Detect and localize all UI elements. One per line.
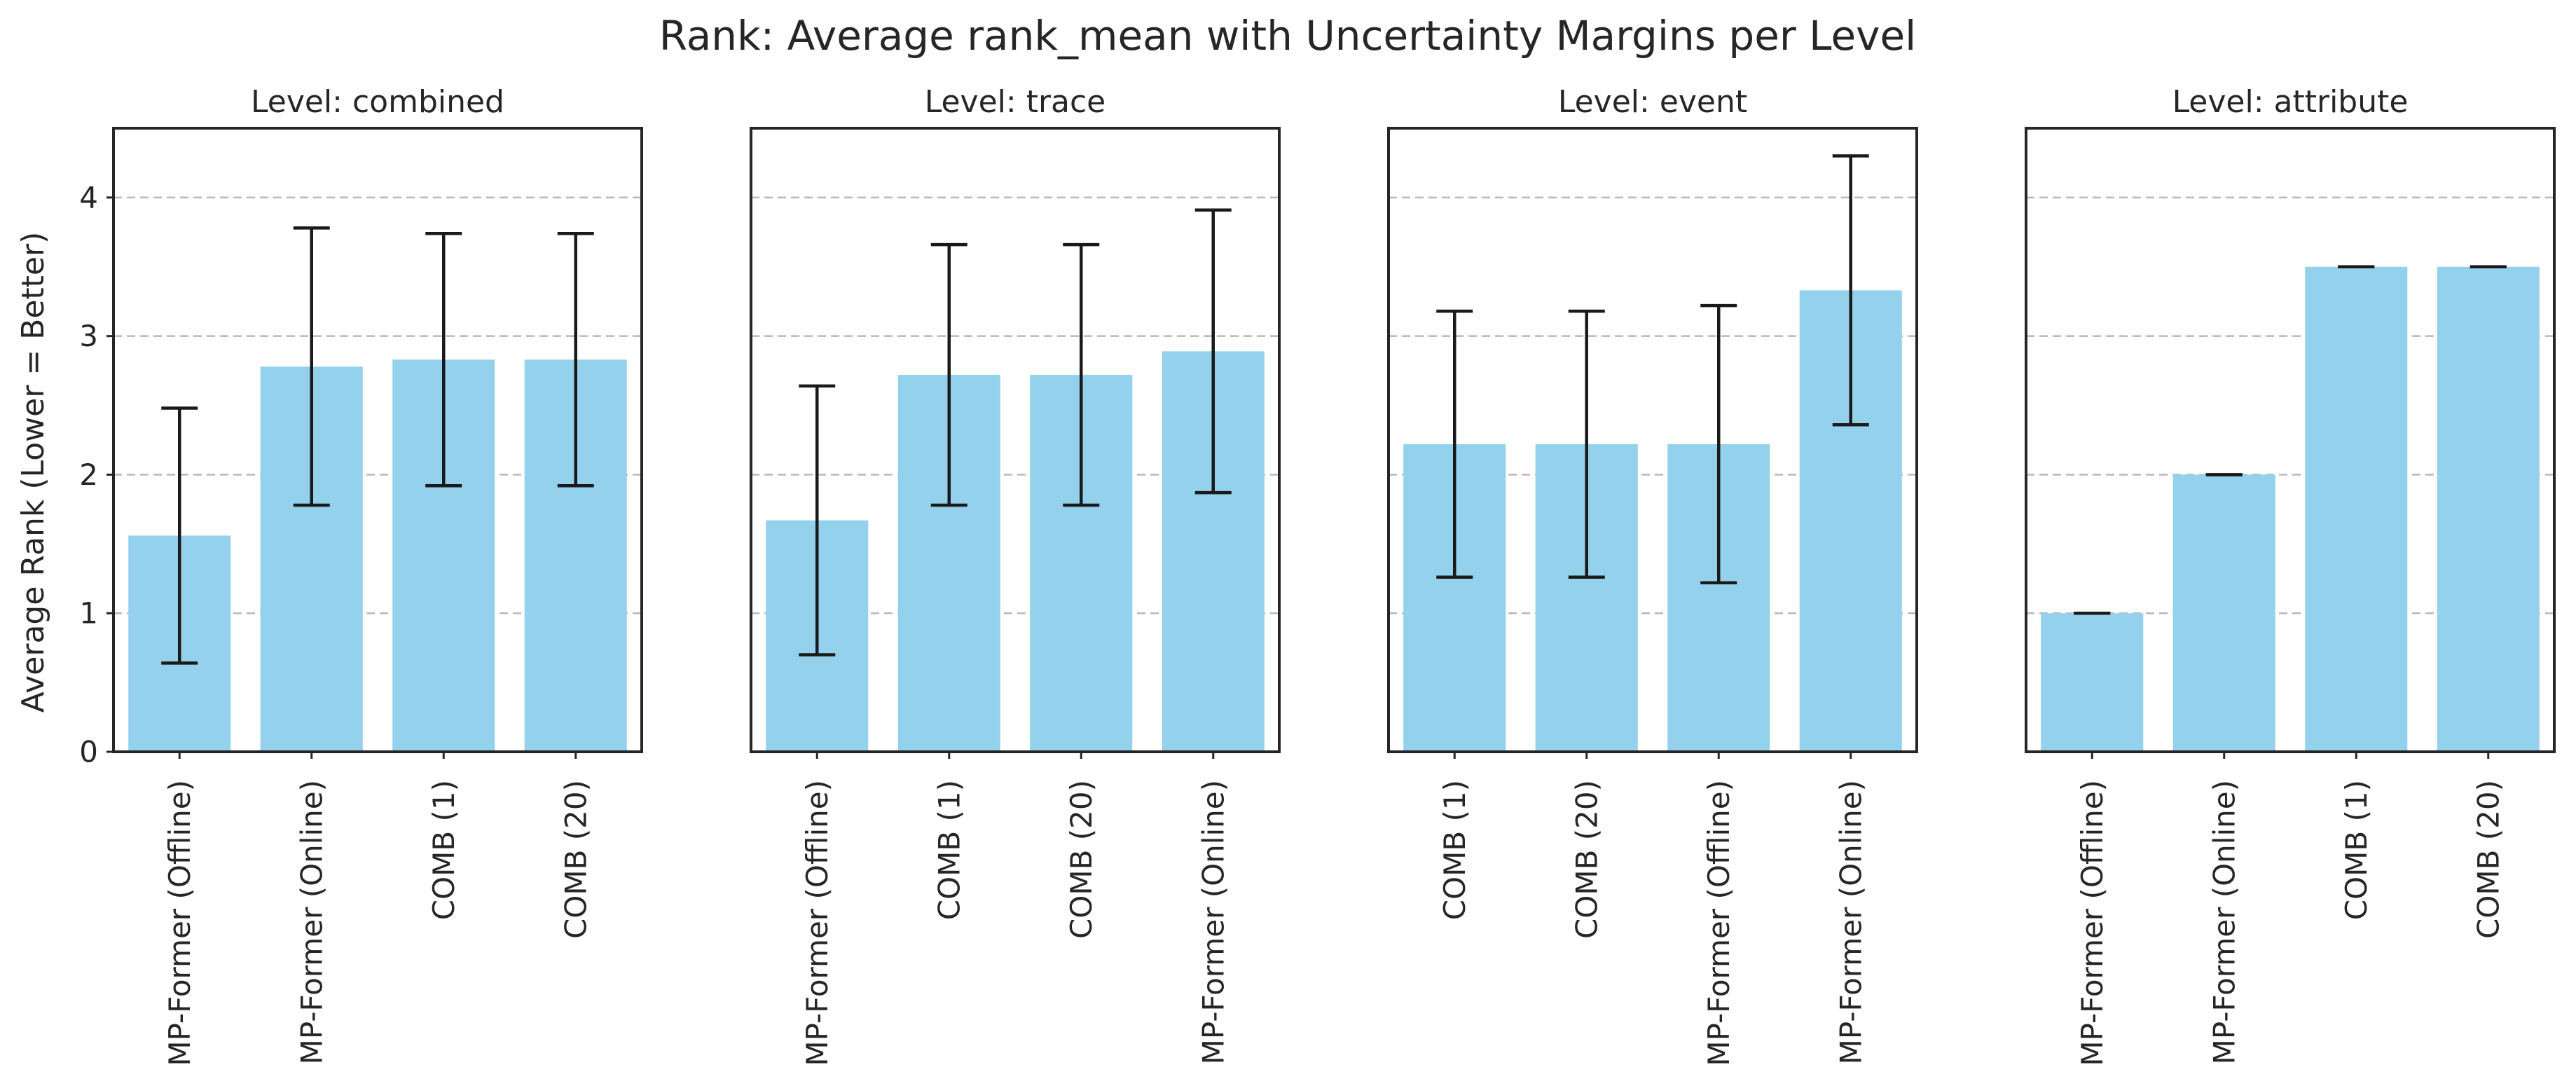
figure-title: Rank: Average rank_mean with Uncertainty… bbox=[659, 12, 1917, 60]
subplot-panel-3: Level: event COMB (1) COMB (20) MP-Former (… bbox=[1387, 84, 1918, 1066]
bar bbox=[2172, 474, 2275, 752]
subplot-title: Level: event bbox=[1558, 84, 1747, 120]
error-bar bbox=[1063, 242, 1100, 507]
x-tick-label: MP-Former (Online) bbox=[2207, 780, 2241, 1064]
y-tick-label: 2 bbox=[79, 458, 98, 492]
subplot-title: Level: trace bbox=[925, 84, 1106, 120]
bar bbox=[2041, 613, 2144, 752]
error-bar bbox=[1436, 309, 1473, 579]
subplot-panel-2: Level: trace MP-Former (Offline) COMB (1) C… bbox=[750, 84, 1281, 1066]
subplot-title: Level: attribute bbox=[2172, 84, 2409, 120]
subplot-title: Level: combined bbox=[251, 84, 504, 120]
x-tick-label: MP-Former (Online) bbox=[294, 780, 329, 1064]
x-tick-label: MP-Former (Offline) bbox=[163, 780, 197, 1066]
subplot-panels: Level: combined MP-Former (Offline) MP-For… bbox=[79, 84, 2556, 1066]
x-tick-label: MP-Former (Offline) bbox=[2075, 780, 2109, 1066]
y-tick-label: 4 bbox=[79, 180, 98, 214]
bar bbox=[2437, 266, 2540, 752]
axes-frame bbox=[1387, 127, 1918, 753]
y-tick-label: 3 bbox=[79, 319, 98, 353]
y-tick-label: 0 bbox=[79, 735, 98, 769]
x-tick-label: COMB (1) bbox=[427, 780, 461, 920]
error-bar bbox=[930, 242, 967, 507]
x-tick-label: COMB (1) bbox=[1438, 780, 1472, 920]
x-tick-label: COMB (20) bbox=[1064, 780, 1098, 939]
x-tick-label: MP-Former (Offline) bbox=[1702, 780, 1736, 1066]
error-bar bbox=[425, 232, 462, 488]
y-axis-label: Average Rank (Lower = Better) bbox=[15, 232, 51, 713]
x-tick-label: MP-Former (Online) bbox=[1833, 780, 1868, 1064]
subplot-panel-4: Level: attribute MP-Former (Offline) MP-Fo… bbox=[2025, 84, 2556, 1066]
y-tick-label: 1 bbox=[79, 596, 98, 631]
x-tick-label: COMB (20) bbox=[558, 780, 593, 939]
x-tick-label: COMB (1) bbox=[932, 780, 966, 920]
x-tick-label: MP-Former (Online) bbox=[1196, 780, 1230, 1064]
x-tick-label: MP-Former (Offline) bbox=[800, 780, 834, 1066]
subplot-panel-1: Level: combined MP-Former (Offline) MP-For… bbox=[79, 84, 643, 1066]
axes-frame bbox=[2025, 127, 2556, 753]
x-tick-label: COMB (20) bbox=[2471, 780, 2505, 939]
x-tick-label: COMB (1) bbox=[2339, 780, 2374, 920]
error-bar bbox=[1568, 309, 1605, 579]
error-bar bbox=[161, 406, 198, 665]
x-tick-label: COMB (20) bbox=[1569, 780, 1604, 939]
error-bar bbox=[799, 384, 836, 657]
error-bar bbox=[293, 226, 330, 507]
bar bbox=[2305, 266, 2408, 752]
error-bar bbox=[1194, 208, 1232, 495]
error-bar bbox=[1832, 154, 1869, 427]
error-bar bbox=[557, 232, 594, 488]
error-bar bbox=[1700, 303, 1737, 584]
axes-frame bbox=[750, 127, 1281, 753]
axes-frame bbox=[112, 127, 643, 753]
